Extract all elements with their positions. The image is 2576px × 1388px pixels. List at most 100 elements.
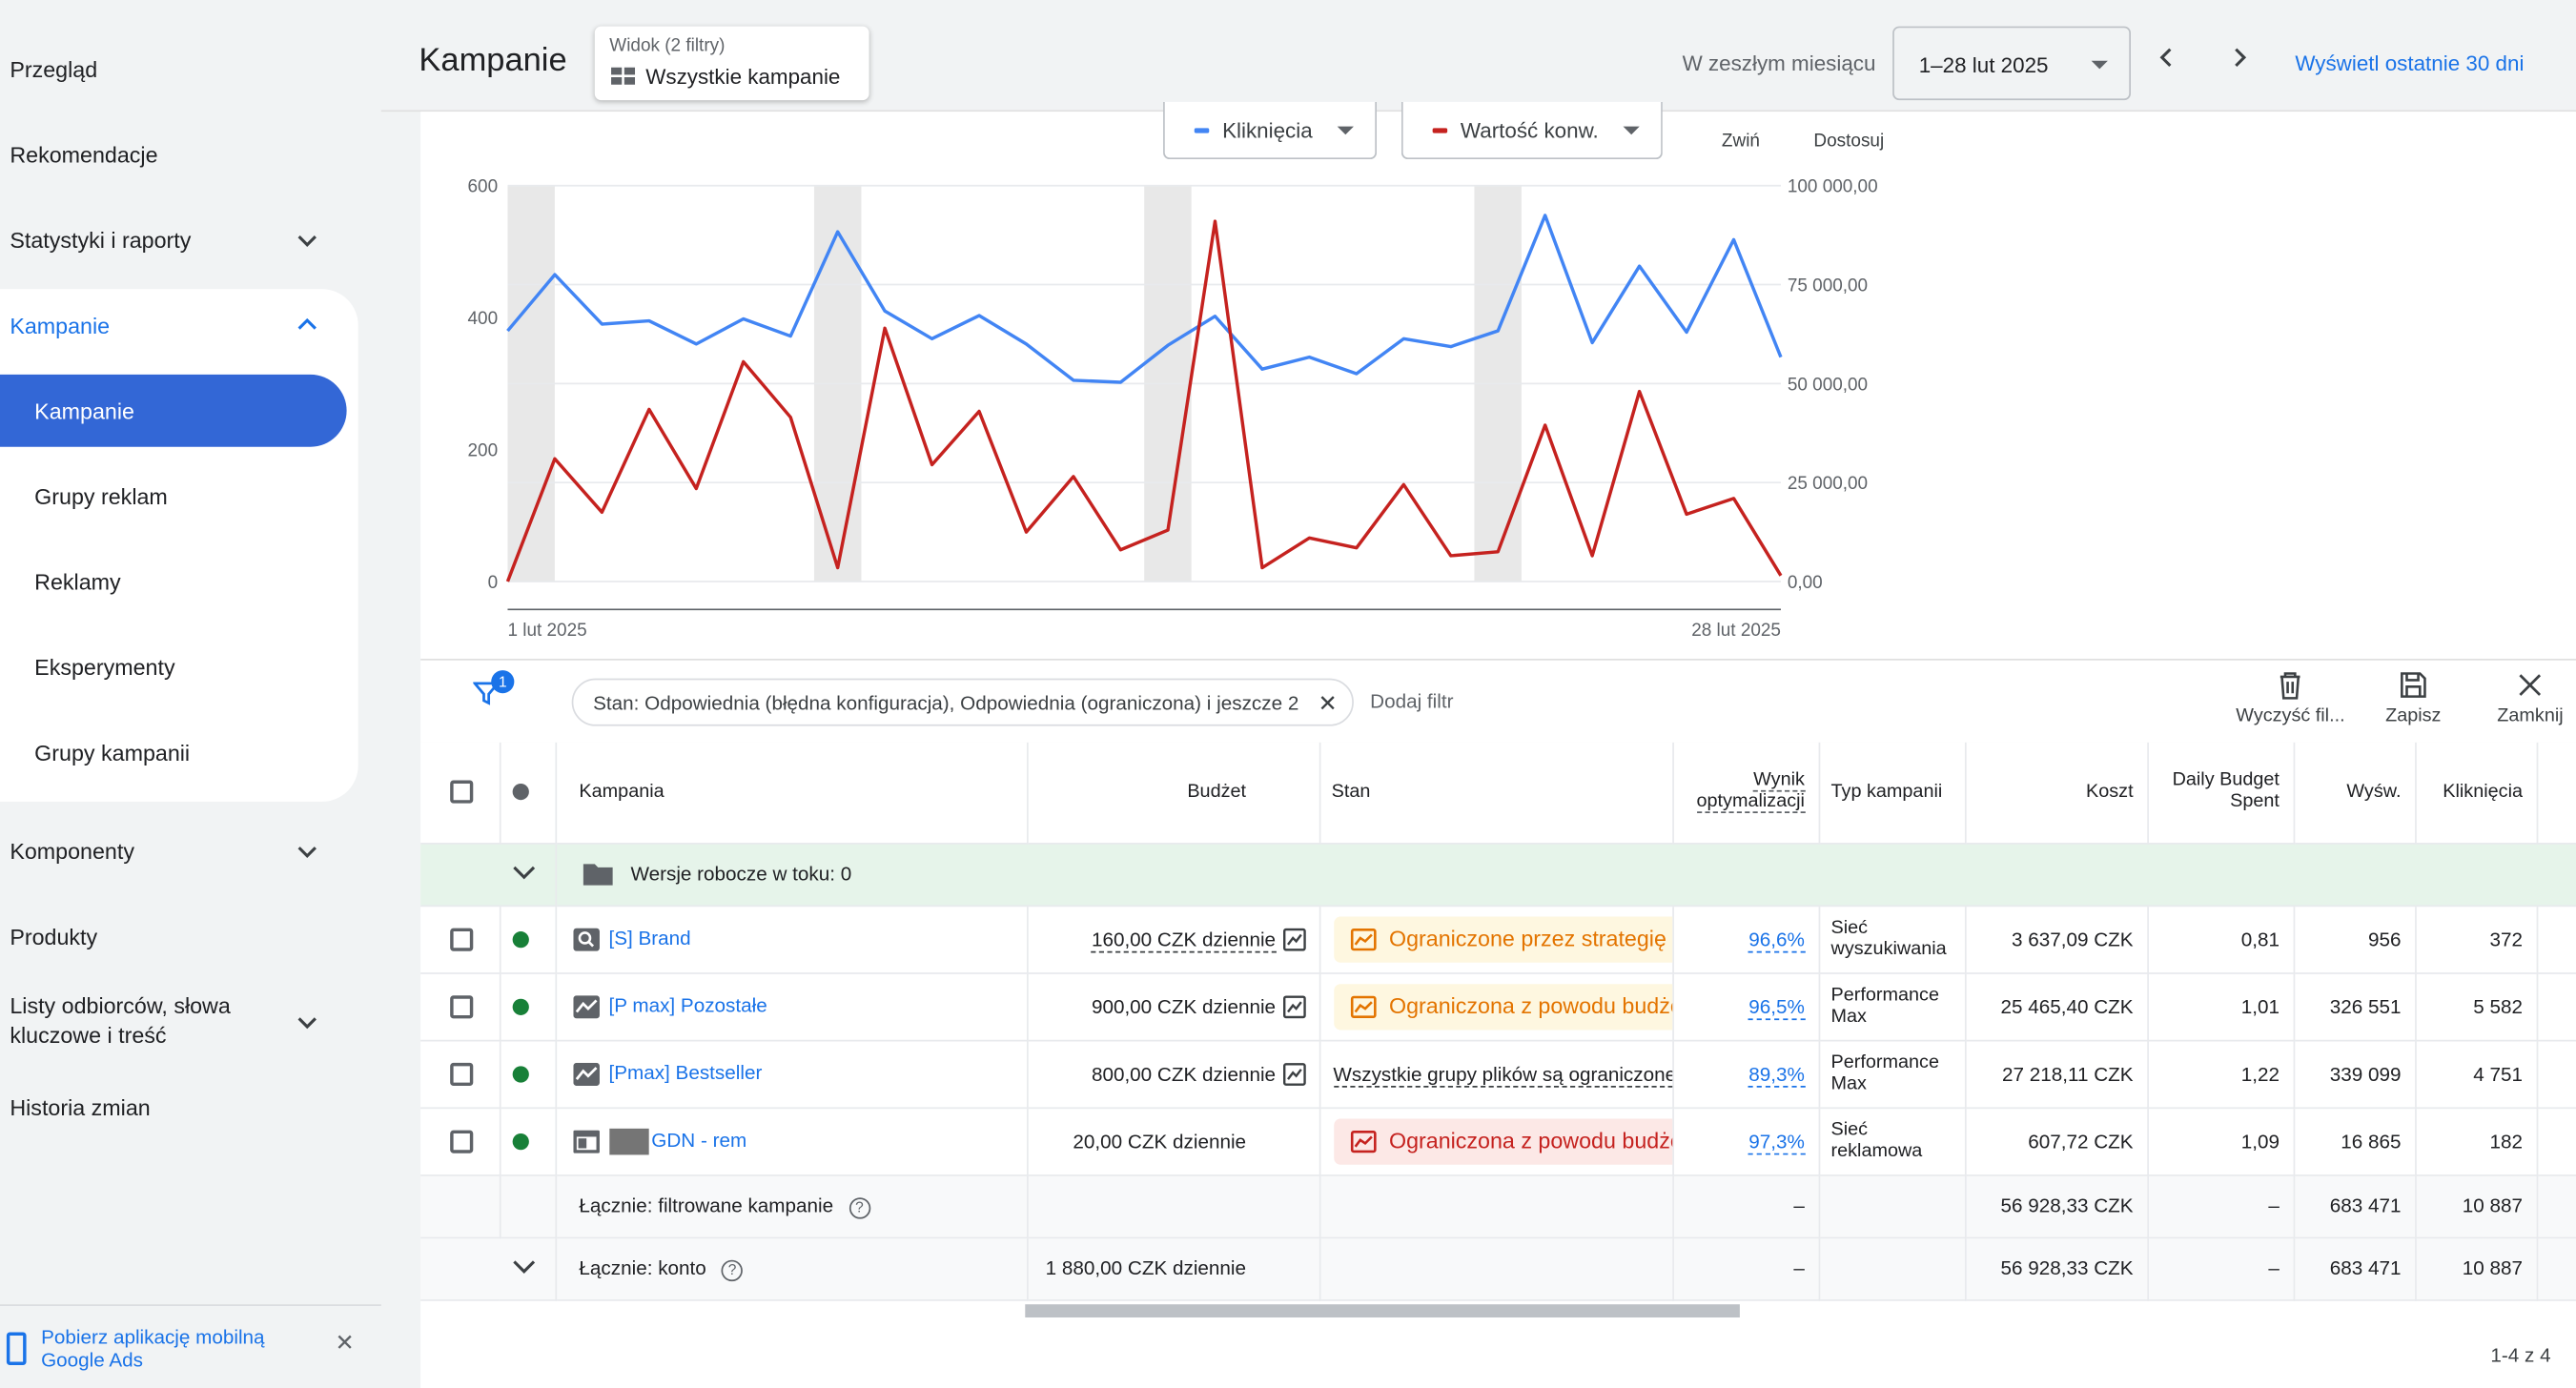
sidebar-subitem-experiments[interactable]: Eksperymenty (0, 631, 347, 704)
status-cell: Ograniczone przez strategię (1319, 905, 1674, 974)
cost-cell: 607,72 CZK (1964, 1107, 2149, 1175)
sidebar-subitem-ads[interactable]: Reklamy (0, 545, 347, 618)
row-checkbox[interactable] (450, 1129, 474, 1153)
metric-label: Kliknięcia (1222, 117, 1313, 143)
campaign-link[interactable]: GDN - rem (651, 1128, 747, 1152)
trash-icon (2280, 672, 2300, 700)
total-filtered-clicks: 10 887 (2415, 1174, 2538, 1238)
sidebar-subitem-campaigns[interactable]: Kampanie (0, 374, 347, 447)
add-filter-input[interactable]: Dodaj filtr (1370, 689, 1454, 713)
chevron-down-icon[interactable] (513, 864, 536, 880)
row-checkbox[interactable] (450, 1062, 474, 1086)
campaign-link[interactable]: [Pmax] Bestseller (608, 1061, 763, 1085)
metric-selector-conv-value[interactable]: Wartość konw. (1400, 101, 1663, 160)
enabled-status-dot (511, 930, 529, 948)
optimization-score[interactable]: 96,6% (1748, 927, 1805, 952)
column-header-daily-budget-spent[interactable]: Daily Budget Spent (2147, 742, 2295, 844)
score-cell: 96,6% (1672, 905, 1820, 974)
optimization-score[interactable]: 97,3% (1748, 1129, 1805, 1154)
remove-filter-icon[interactable]: ✕ (1318, 689, 1338, 717)
column-header-status[interactable]: Stan (1319, 742, 1674, 844)
score-cell: 97,3% (1672, 1107, 1820, 1175)
status-cell: Ograniczona z powodu budżetu (1319, 1107, 1674, 1175)
table-row[interactable]: [S] Brand 160,00 CZK dziennie Ograniczon… (420, 905, 2576, 974)
empty-cell (1319, 1174, 1674, 1238)
sidebar-item-overview[interactable]: Przegląd (0, 32, 358, 105)
status-text[interactable]: Wszystkie grupy plików są ograniczone pr… (1333, 1062, 1671, 1087)
view-selector[interactable]: Widok (2 filtry) Wszystkie kampanie (594, 26, 869, 101)
show-last-30-days-link[interactable]: Wyświetl ostatnie 30 dni (2295, 51, 2525, 76)
sidebar-item-insights-reports[interactable]: Statystyki i raporty (0, 204, 358, 276)
column-header-clicks[interactable]: Kliknięcia (2415, 742, 2538, 844)
budget-trend-icon[interactable] (1282, 994, 1305, 1018)
column-header-optimization-score[interactable]: Wynik optymalizacji (1672, 742, 1820, 844)
sidebar-subitem-campaign-groups[interactable]: Grupy kampanii (0, 716, 347, 788)
budget-trend-icon[interactable] (1282, 1062, 1305, 1086)
budget-value[interactable]: 20,00 CZK dziennie (1073, 1129, 1247, 1153)
optimization-score[interactable]: 96,5% (1748, 994, 1805, 1020)
help-icon[interactable]: ? (721, 1258, 744, 1281)
budget-trend-icon[interactable] (1282, 927, 1305, 950)
sidebar-item-audiences[interactable]: Listy odbiorców, słowa kluczowe i treść (0, 982, 358, 1061)
row-select-cell (420, 905, 501, 974)
select-all-checkbox[interactable] (450, 780, 474, 805)
empty-cell (2536, 1174, 2576, 1238)
table-row[interactable]: [P max] Pozostałe 900,00 CZK dziennie Og… (420, 972, 2576, 1041)
budget-cell: 160,00 CZK dziennie (1027, 905, 1320, 974)
chevron-down-icon[interactable] (513, 1258, 536, 1275)
mobile-app-link[interactable]: Pobierz aplikację mobilną Google Ads (41, 1325, 265, 1372)
column-header-more (2536, 742, 2576, 844)
display-icon (572, 1129, 600, 1153)
metric-selector-clicks[interactable]: Kliknięcia (1163, 101, 1378, 160)
chevron-right-icon[interactable] (2228, 46, 2251, 69)
help-icon[interactable]: ? (848, 1196, 870, 1218)
campaign-name-cell: GDN - rem (555, 1107, 1028, 1175)
table-row[interactable]: GDN - rem 20,00 CZK dziennie Ograniczona… (420, 1107, 2576, 1175)
clear-filters-button[interactable]: Wyczyść fil... (2236, 670, 2345, 726)
status-pill[interactable]: Ograniczone przez strategię (1333, 915, 1671, 962)
campaign-name-cell: [Pmax] Bestseller (555, 1039, 1028, 1109)
close-icon[interactable]: ✕ (335, 1329, 355, 1356)
empty-cell (499, 1174, 557, 1238)
collapse-chart-button[interactable]: Zwiń (1722, 132, 1760, 152)
status-filter-chip[interactable]: Stan: Odpowiednia (błędna konfiguracja),… (571, 678, 1354, 726)
sidebar-item-assets[interactable]: Komponenty (0, 815, 358, 888)
close-icon (2519, 674, 2542, 696)
horizontal-scrollbar[interactable] (1025, 1304, 1740, 1318)
save-filter-button[interactable]: Zapisz (2385, 670, 2441, 726)
row-checkbox[interactable] (450, 994, 474, 1018)
row-checkbox[interactable] (450, 927, 474, 950)
column-header-budget[interactable]: Budżet (1027, 742, 1320, 844)
sidebar-item-change-history[interactable]: Historia zmian (0, 1072, 358, 1144)
budget-value[interactable]: 900,00 CZK dziennie (1091, 994, 1277, 1018)
sidebar-item-campaigns[interactable]: Kampanie (0, 289, 358, 361)
budget-value[interactable]: 800,00 CZK dziennie (1091, 1062, 1277, 1086)
sidebar-item-products[interactable]: Produkty (0, 900, 358, 972)
column-header-campaign[interactable]: Kampania (555, 742, 1028, 844)
dropdown-arrow-icon (2091, 60, 2108, 70)
mobile-app-banner: Pobierz aplikację mobilną Google Ads ✕ (0, 1304, 381, 1388)
campaign-link[interactable]: [P max] Pozostałe (608, 993, 767, 1017)
column-header-cost[interactable]: Koszt (1964, 742, 2149, 844)
filter-count-badge: 1 (491, 670, 515, 694)
status-cell: Wszystkie grupy plików są ograniczone pr… (1319, 1039, 1674, 1109)
sidebar-item-recommendations[interactable]: Rekomendacje (0, 118, 358, 191)
pmax-icon (572, 995, 600, 1019)
optimization-score[interactable]: 89,3% (1748, 1062, 1805, 1087)
campaign-link[interactable]: [S] Brand (608, 927, 691, 950)
enabled-status-dot (511, 997, 529, 1015)
total-filtered-dbs: – (2147, 1174, 2295, 1238)
column-header-impressions[interactable]: Wyśw. (2293, 742, 2416, 844)
date-range-picker[interactable]: 1–28 lut 2025 (1892, 26, 2132, 101)
column-header-campaign-type[interactable]: Typ kampanii (1818, 742, 1966, 844)
total-account-expand-cell (420, 1236, 557, 1300)
chevron-up-icon (297, 317, 317, 330)
status-pill[interactable]: Ograniczona z powodu budżetu (1333, 983, 1671, 1030)
close-filter-button[interactable]: Zamknij (2497, 670, 2564, 726)
customize-chart-button[interactable]: Dostosuj (1813, 132, 1884, 152)
chevron-left-icon[interactable] (2156, 46, 2178, 69)
budget-value[interactable]: 160,00 CZK dziennie (1091, 927, 1277, 952)
status-pill[interactable]: Ograniczona z powodu budżetu (1333, 1117, 1671, 1164)
table-row[interactable]: [Pmax] Bestseller 800,00 CZK dziennie Ws… (420, 1039, 2576, 1109)
sidebar-subitem-ad-groups[interactable]: Grupy reklam (0, 459, 347, 532)
